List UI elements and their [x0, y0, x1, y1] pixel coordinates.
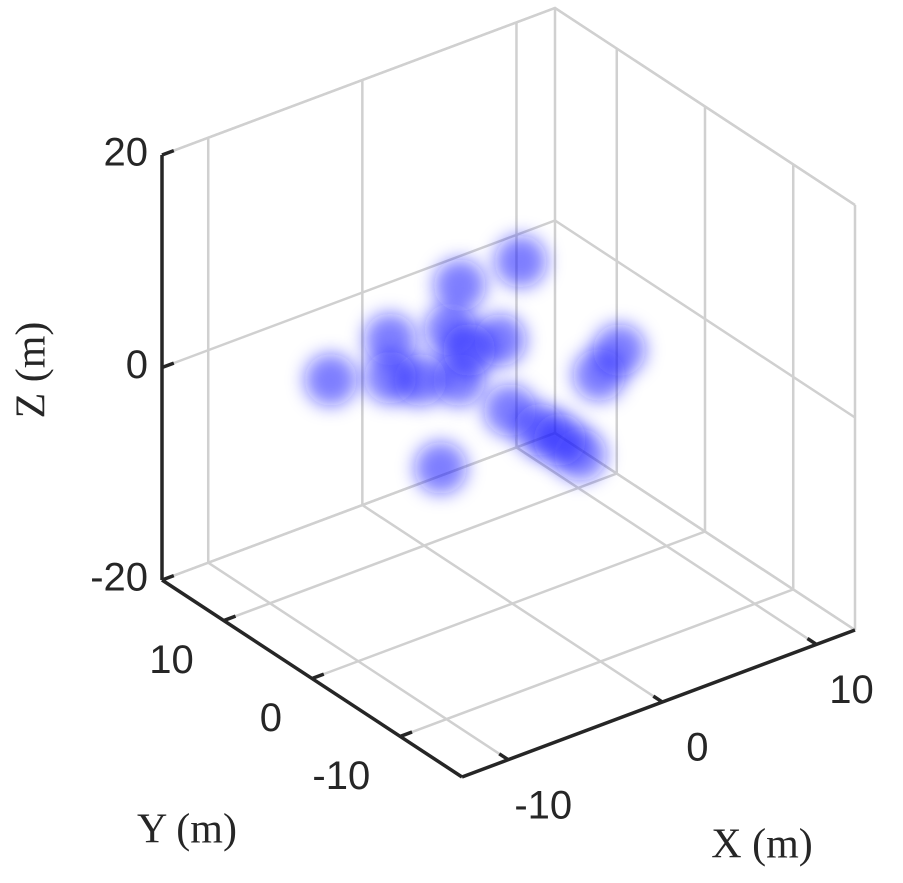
point: [593, 324, 646, 377]
point: [364, 313, 417, 366]
grid: [161, 6, 857, 761]
y-tick-label: 10: [149, 638, 194, 682]
grid-line: [161, 219, 856, 419]
z-tick-label: -20: [90, 556, 148, 600]
point: [533, 413, 586, 466]
z-tick-label: 0: [126, 343, 148, 387]
x-tick-label: 10: [829, 668, 874, 712]
point: [414, 441, 467, 494]
y-tick-label: -10: [312, 754, 370, 798]
z-axis-label: Z (m): [9, 322, 55, 419]
point: [433, 259, 486, 312]
y-tick-label: 0: [260, 696, 282, 740]
grid-line: [515, 22, 818, 646]
z-tick: [161, 361, 175, 370]
grid-line: [206, 137, 509, 761]
z-tick-label: 20: [104, 131, 149, 175]
x-tick-label: -10: [514, 783, 572, 827]
point: [494, 235, 547, 288]
box-edge: [161, 6, 856, 207]
point: [304, 353, 357, 406]
x-axis-label: X (m): [711, 822, 812, 868]
y-axis-label: Y (m): [137, 807, 237, 853]
x-axis: [461, 628, 856, 779]
x-tick-label: 0: [686, 726, 708, 770]
point: [364, 351, 417, 404]
grid-line: [161, 6, 856, 207]
y-axis: [161, 578, 463, 779]
point: [443, 323, 496, 376]
points: [304, 235, 646, 494]
z-tick: [161, 148, 175, 157]
